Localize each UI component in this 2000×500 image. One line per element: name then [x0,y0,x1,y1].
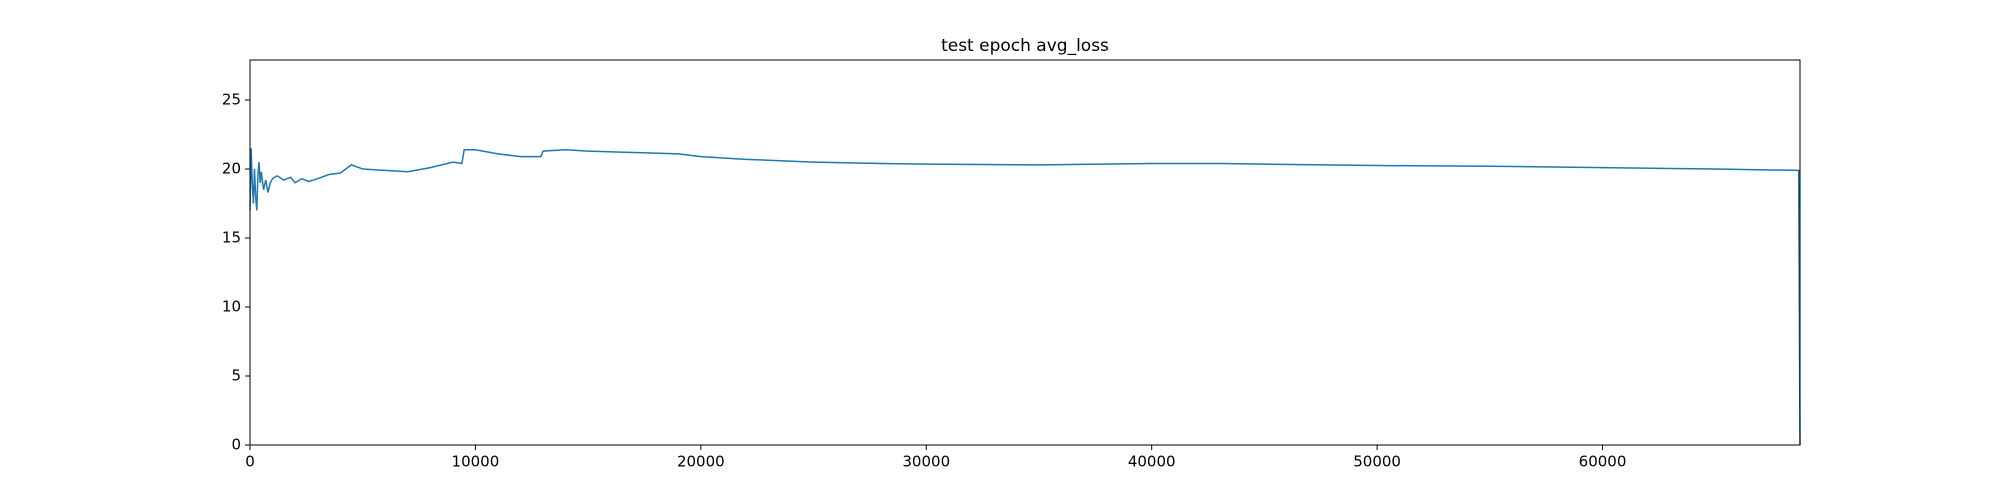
x-tick-label: 30000 [902,453,950,471]
x-tick-label: 0 [245,453,255,471]
plot-frame [249,59,1801,446]
y-tick-label: 0 [231,436,241,454]
x-tick-label: 40000 [1128,453,1176,471]
x-tick-label: 20000 [677,453,725,471]
data-line [249,148,1801,446]
x-tick-label: 60000 [1579,453,1627,471]
chart-title: test epoch avg_loss [941,36,1109,56]
y-tick-label: 25 [222,91,241,109]
y-tick-label: 5 [231,367,241,385]
x-tick-label: 50000 [1353,453,1401,471]
y-tick-label: 10 [222,298,241,316]
y-tick-label: 15 [222,229,241,247]
x-tick-label: 10000 [452,453,500,471]
y-tick-label: 20 [222,160,241,178]
